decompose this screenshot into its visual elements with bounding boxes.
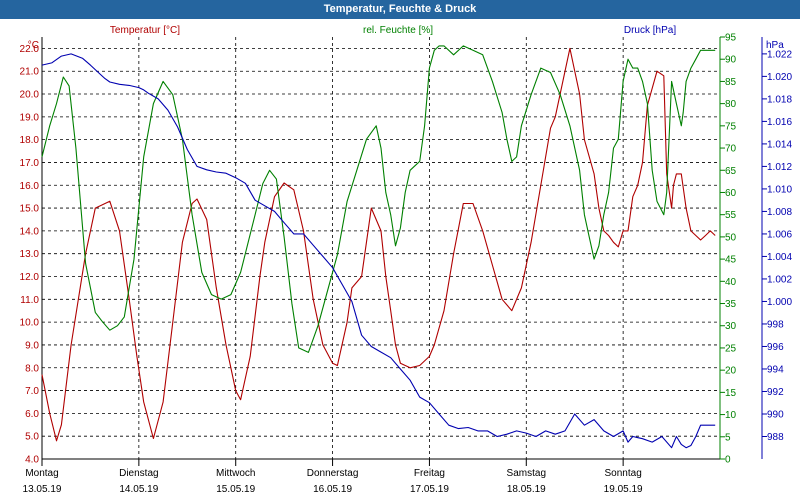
temp-tick-label: 9.0 <box>25 340 39 351</box>
press-tick-label: 1.006 <box>767 229 792 240</box>
press-tick-label: 1.012 <box>767 162 792 173</box>
press-tick-label: 1.020 <box>767 72 792 83</box>
temp-tick-label: 22.0 <box>20 44 40 55</box>
x-tick-day: Samstag <box>507 468 546 479</box>
hum-tick-label: 0 <box>725 455 731 466</box>
press-tick-label: 992 <box>767 387 784 398</box>
temp-tick-label: 18.0 <box>20 135 40 146</box>
x-tick-day: Dienstag <box>119 468 158 479</box>
temp-tick-label: 7.0 <box>25 386 39 397</box>
press-tick-label: 990 <box>767 409 784 420</box>
axes <box>41 36 767 466</box>
x-tick-day: Montag <box>25 468 58 479</box>
legend-entry: Druck [hPa] <box>624 25 676 36</box>
temp-tick-label: 8.0 <box>25 363 39 374</box>
x-tick-date: 15.05.19 <box>216 484 255 495</box>
temp-tick-label: 14.0 <box>20 226 40 237</box>
temp-tick-label: 4.0 <box>25 455 39 466</box>
hum-tick-label: 35 <box>725 299 737 310</box>
hum-tick-label: 50 <box>725 232 737 243</box>
x-tick-date: 14.05.19 <box>119 484 158 495</box>
temp-tick-label: 13.0 <box>20 249 40 260</box>
hum-tick-label: 95 <box>725 33 737 44</box>
press-tick-label: 1.004 <box>767 252 792 263</box>
temp-tick-label: 21.0 <box>20 67 40 78</box>
temp-tick-label: 12.0 <box>20 272 40 283</box>
temp-unit-label: °C <box>28 40 39 51</box>
temp-tick-label: 6.0 <box>25 409 39 420</box>
x-tick-day: Sonntag <box>605 468 642 479</box>
series-lines <box>41 45 716 449</box>
x-tick-date: 13.05.19 <box>23 484 62 495</box>
temp-tick-label: 20.0 <box>20 90 40 101</box>
temp-tick-label: 11.0 <box>20 295 39 306</box>
press-tick-label: 1.018 <box>767 94 792 105</box>
hum-tick-label: 65 <box>725 166 737 177</box>
x-tick-date: 19.05.19 <box>604 484 643 495</box>
hum-tick-label: 90 <box>725 55 737 66</box>
grid-lines <box>42 37 720 460</box>
press-tick-label: 988 <box>767 432 784 443</box>
hum-tick-label: 20 <box>725 366 737 377</box>
legend-entry: rel. Feuchte [%] <box>363 25 433 36</box>
x-tick-date: 16.05.19 <box>313 484 352 495</box>
press-tick-label: 1.008 <box>767 207 792 218</box>
temp-tick-label: 5.0 <box>25 432 39 443</box>
hum-tick-label: 85 <box>725 77 737 88</box>
hum-tick-label: 15 <box>725 388 737 399</box>
press-tick-label: 1.022 <box>767 49 792 60</box>
x-tick-day: Mittwoch <box>216 468 255 479</box>
temp-tick-label: 10.0 <box>20 318 40 329</box>
press-tick-label: 1.000 <box>767 297 792 308</box>
press-tick-label: 994 <box>767 364 784 375</box>
hum-tick-label: 25 <box>725 343 737 354</box>
x-tick-day: Freitag <box>414 468 445 479</box>
hum-tick-label: 5 <box>725 432 731 443</box>
temp-tick-label: 15.0 <box>20 204 40 215</box>
chart-title-bar: Temperatur, Feuchte & Druck <box>0 0 800 19</box>
press-tick-label: 1.010 <box>767 184 792 195</box>
temp-tick-label: 17.0 <box>20 158 40 169</box>
hum-tick-label: 60 <box>725 188 737 199</box>
press-tick-label: 998 <box>767 319 784 330</box>
hum-tick-label: 45 <box>725 255 737 266</box>
hum-tick-label: 30 <box>725 321 737 332</box>
labels: Montag 13.05.19 Dienstag 14.05.19 Mittwoch 15… <box>20 25 793 495</box>
x-tick-date: 17.05.19 <box>410 484 449 495</box>
temp-tick-label: 19.0 <box>20 112 40 123</box>
chart-title: Temperatur, Feuchte & Druck <box>323 3 477 15</box>
hum-tick-label: 80 <box>725 99 737 110</box>
x-tick-date: 18.05.19 <box>507 484 546 495</box>
temp-tick-label: 16.0 <box>20 181 40 192</box>
hum-tick-label: 70 <box>725 144 737 155</box>
press-tick-label: 1.016 <box>767 117 792 128</box>
series-line-temp <box>41 47 716 442</box>
hum-tick-label: 40 <box>725 277 737 288</box>
hum-tick-label: 75 <box>725 121 737 132</box>
press-tick-label: 996 <box>767 342 784 353</box>
x-tick-day: Donnerstag <box>307 468 359 479</box>
hum-tick-label: 55 <box>725 210 737 221</box>
hum-tick-label: 10 <box>725 410 737 421</box>
legend-entry: Temperatur [°C] <box>110 25 180 36</box>
press-tick-label: 1.014 <box>767 139 792 150</box>
press-unit-label: hPa <box>766 40 784 51</box>
series-line-press <box>41 53 716 449</box>
series-line-hum <box>41 45 716 353</box>
press-tick-label: 1.002 <box>767 274 792 285</box>
